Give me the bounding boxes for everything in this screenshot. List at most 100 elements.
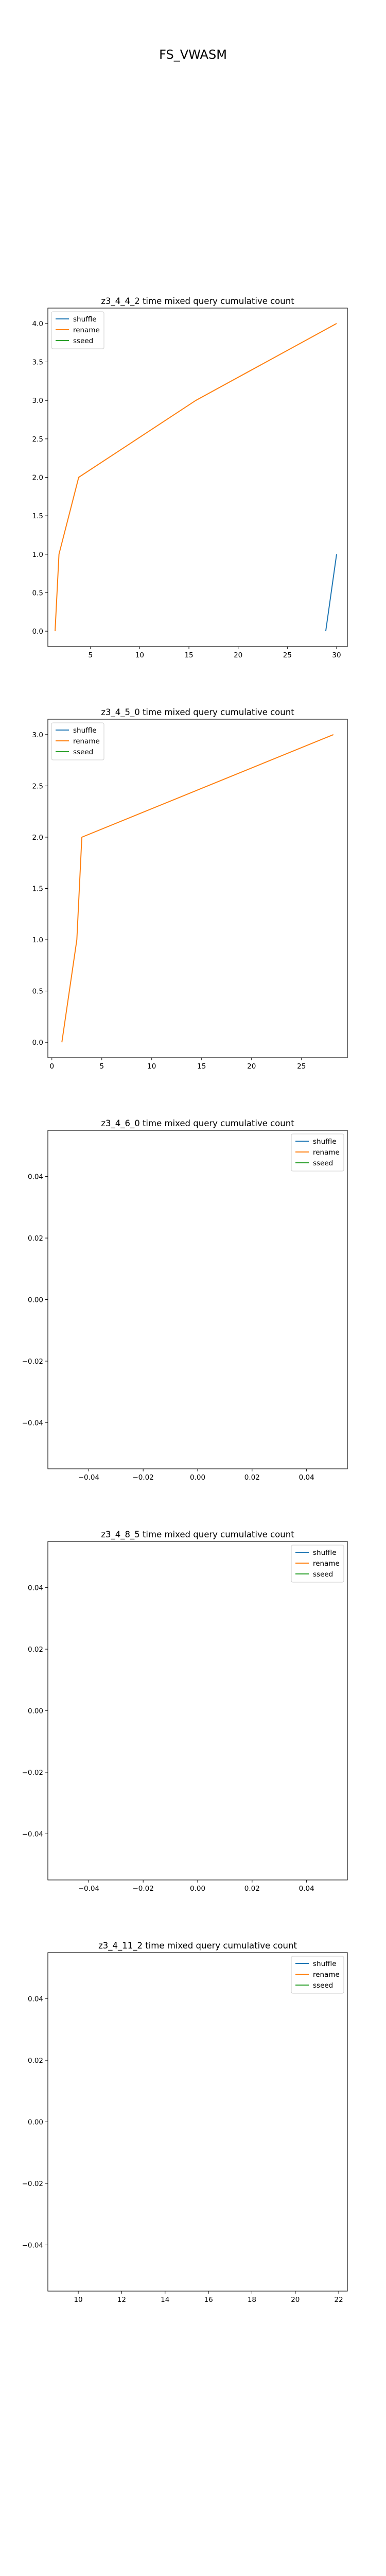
x-tick-label: 5 xyxy=(89,651,93,659)
legend-label: shuffle xyxy=(313,1960,337,1968)
legend-label: sseed xyxy=(313,1981,333,1990)
legend-label: rename xyxy=(313,1971,340,1979)
x-tick-label: 20 xyxy=(247,1062,256,1071)
plot-frame xyxy=(47,1541,348,1880)
x-tick-label: 25 xyxy=(283,651,292,659)
x-tick-label: −0.04 xyxy=(78,1473,99,1482)
y-tick-label: 2.0 xyxy=(32,834,43,842)
x-tick-label: 10 xyxy=(74,2296,82,2304)
legend-box xyxy=(291,1133,344,1172)
x-tick-label: 10 xyxy=(135,651,144,659)
chart-title: z3_4_11_2 time mixed query cumulative co… xyxy=(98,1941,297,1951)
chart-panel-2: z3_4_5_0 time mixed query cumulative cou… xyxy=(32,707,348,1071)
x-tick-label: 16 xyxy=(204,2296,213,2304)
legend: shuffle rename sseed xyxy=(51,311,104,349)
legend: shuffle rename sseed xyxy=(291,1545,344,1583)
x-tick-label: 5 xyxy=(99,1062,104,1071)
series-group xyxy=(61,734,334,1043)
chart-panel-3: z3_4_6_0 time mixed query cumulative cou… xyxy=(22,1118,348,1482)
x-tick-label: 0.00 xyxy=(190,1473,205,1482)
chart-title: z3_4_4_2 time mixed query cumulative cou… xyxy=(101,296,294,307)
x-tick-label: 30 xyxy=(332,651,341,659)
legend-label: sseed xyxy=(73,337,93,345)
y-tick-label: 1.0 xyxy=(32,936,43,944)
y-tick-label: 0.5 xyxy=(32,589,43,597)
y-tick-label: 0.5 xyxy=(32,988,43,996)
series-group xyxy=(55,323,337,632)
legend-box xyxy=(291,1956,344,1994)
legend-label: sseed xyxy=(313,1570,333,1579)
y-tick-label: 0.0 xyxy=(32,628,43,636)
plot-frame xyxy=(47,719,348,1058)
legend-box xyxy=(291,1545,344,1583)
x-tick-label: 15 xyxy=(184,651,193,659)
x-tick-label: 15 xyxy=(197,1062,206,1071)
y-tick-label: 2.5 xyxy=(32,782,43,790)
plot-frame xyxy=(47,1952,348,2292)
x-tick-label: 20 xyxy=(234,651,242,659)
x-tick-label: 0.04 xyxy=(299,1473,314,1482)
legend: shuffle rename sseed xyxy=(291,1133,344,1172)
legend-label: rename xyxy=(73,737,100,745)
chart-panel-5: z3_4_11_2 time mixed query cumulative co… xyxy=(22,1941,348,2304)
y-tick-label: 3.0 xyxy=(32,397,43,405)
y-tick-label: 1.0 xyxy=(32,551,43,559)
x-tick-label: −0.02 xyxy=(132,1885,153,1893)
legend-label: sseed xyxy=(73,748,93,756)
plot-frame xyxy=(47,1130,348,1469)
y-tick-label: 0.00 xyxy=(28,2119,43,2127)
y-tick-label: 2.0 xyxy=(32,474,43,482)
x-tick-label: 0.04 xyxy=(299,1885,314,1893)
chart-panel-4: z3_4_8_5 time mixed query cumulative cou… xyxy=(22,1530,348,1893)
x-tick-label: 0.02 xyxy=(244,1473,260,1482)
y-tick-label: 1.5 xyxy=(32,885,43,893)
y-tick-label: −0.04 xyxy=(22,1830,43,1838)
legend-label: rename xyxy=(73,326,100,334)
legend-box xyxy=(51,311,104,349)
legend: shuffle rename sseed xyxy=(51,722,104,760)
x-tick-label: 10 xyxy=(147,1062,156,1071)
y-tick-label: −0.02 xyxy=(22,1358,43,1366)
series-line-rename xyxy=(55,323,337,632)
y-tick-label: 3.5 xyxy=(32,359,43,367)
legend-label: shuffle xyxy=(313,1138,337,1146)
y-tick-label: −0.04 xyxy=(22,2241,43,2249)
y-tick-label: 0.00 xyxy=(28,1296,43,1304)
legend: shuffle rename sseed xyxy=(291,1956,344,1994)
y-tick-label: −0.04 xyxy=(22,1419,43,1427)
y-tick-label: 0.04 xyxy=(28,1584,43,1592)
y-tick-label: 1.5 xyxy=(32,512,43,520)
legend-label: rename xyxy=(313,1148,340,1157)
chart-panel-1: z3_4_4_2 time mixed query cumulative cou… xyxy=(32,296,348,659)
figure-title: FS_VWASM xyxy=(159,47,227,62)
x-tick-label: −0.02 xyxy=(132,1473,153,1482)
x-tick-label: 22 xyxy=(335,2296,343,2304)
y-tick-label: 0.02 xyxy=(28,1234,43,1243)
x-tick-label: 0.00 xyxy=(190,1885,205,1893)
legend-label: shuffle xyxy=(73,315,97,324)
y-tick-label: 0.02 xyxy=(28,2057,43,2065)
plot-frame xyxy=(47,308,348,647)
series-line-shuffle xyxy=(325,554,337,632)
legend-box xyxy=(51,722,104,760)
x-tick-label: 0.02 xyxy=(244,1885,260,1893)
series-line-rename xyxy=(61,734,334,1043)
legend-label: shuffle xyxy=(313,1549,337,1557)
y-tick-label: 3.0 xyxy=(32,731,43,739)
chart-title: z3_4_8_5 time mixed query cumulative cou… xyxy=(101,1530,294,1540)
y-tick-label: 0.04 xyxy=(28,1995,43,2004)
y-tick-label: 0.0 xyxy=(32,1039,43,1047)
x-tick-label: 20 xyxy=(291,2296,300,2304)
y-tick-label: 4.0 xyxy=(32,320,43,328)
y-tick-label: −0.02 xyxy=(22,1769,43,1777)
x-tick-label: 18 xyxy=(248,2296,256,2304)
y-tick-label: 0.02 xyxy=(28,1646,43,1654)
x-tick-label: −0.04 xyxy=(78,1885,99,1893)
chart-title: z3_4_6_0 time mixed query cumulative cou… xyxy=(101,1118,294,1129)
legend-label: rename xyxy=(313,1560,340,1568)
legend-label: sseed xyxy=(313,1159,333,1167)
x-tick-label: 25 xyxy=(297,1062,306,1071)
chart-title: z3_4_5_0 time mixed query cumulative cou… xyxy=(101,707,294,718)
x-tick-label: 14 xyxy=(161,2296,169,2304)
y-tick-label: −0.02 xyxy=(22,2180,43,2188)
